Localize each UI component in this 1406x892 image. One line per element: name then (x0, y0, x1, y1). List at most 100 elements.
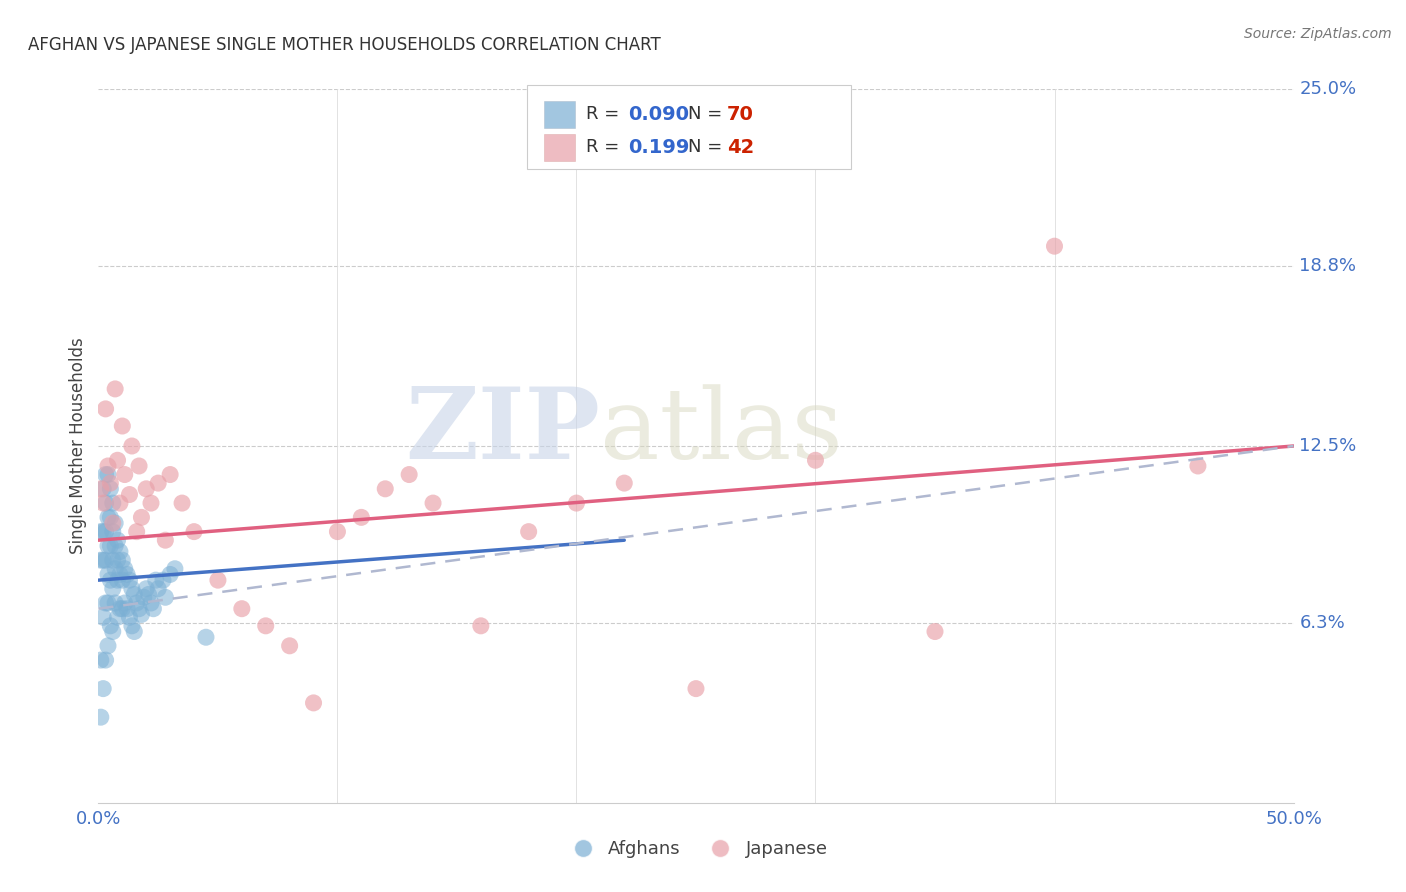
Point (121, 619, 143, 633)
Point (517, 524, 540, 539)
Point (128, 601, 150, 615)
Point (172, 496, 194, 510)
Point (125, 596, 148, 610)
Text: AFGHAN VS JAPANESE SINGLE MOTHER HOUSEHOLDS CORRELATION CHART: AFGHAN VS JAPANESE SINGLE MOTHER HOUSEHO… (28, 36, 661, 54)
Point (91, 610, 114, 624)
Point (108, 496, 131, 510)
Point (135, 582, 157, 596)
Point (108, 544, 131, 558)
Point (114, 562, 136, 576)
Point (94, 401, 117, 416)
Point (132, 591, 155, 605)
Point (139, 496, 162, 510)
Point (90, 653, 112, 667)
Text: 18.8%: 18.8% (1299, 257, 1357, 275)
Point (97, 596, 120, 610)
Point (98, 573, 122, 587)
Point (107, 553, 129, 567)
Point (207, 573, 229, 587)
Point (124, 587, 146, 601)
Point (91, 524, 114, 539)
Point (350, 510, 373, 524)
Point (231, 601, 253, 615)
Point (398, 467, 420, 482)
Point (101, 516, 124, 530)
Point (107, 610, 129, 624)
Point (804, 453, 827, 467)
Text: N =: N = (688, 138, 727, 156)
Point (94, 653, 117, 667)
Point (145, 573, 167, 587)
Point (374, 482, 396, 496)
Point (108, 567, 131, 582)
Point (94, 467, 117, 482)
Point (114, 467, 136, 482)
Point (98, 482, 122, 496)
Point (94, 596, 117, 610)
Point (97, 567, 120, 582)
Text: 0.199: 0.199 (628, 137, 690, 157)
Point (1187, 458, 1209, 473)
Point (138, 587, 160, 601)
Point (104, 382, 127, 396)
Point (924, 624, 946, 639)
Point (107, 573, 129, 587)
Point (111, 573, 134, 587)
Point (111, 553, 134, 567)
Point (90, 710, 112, 724)
Point (101, 553, 124, 567)
Point (121, 439, 143, 453)
Point (125, 524, 148, 539)
Text: 25.0%: 25.0% (1299, 80, 1357, 98)
Point (159, 467, 181, 482)
Point (613, 476, 636, 491)
Text: atlas: atlas (600, 384, 844, 480)
Point (565, 496, 588, 510)
Text: N =: N = (688, 105, 727, 123)
Point (107, 533, 129, 548)
Point (128, 458, 150, 473)
Point (148, 582, 170, 596)
Point (118, 573, 141, 587)
Point (104, 562, 127, 576)
Point (135, 482, 157, 496)
Text: R =: R = (586, 138, 631, 156)
Text: ZIP: ZIP (405, 384, 600, 480)
Point (90, 482, 112, 496)
Point (115, 567, 138, 582)
Point (1043, 239, 1066, 253)
Point (98, 476, 122, 491)
Point (131, 607, 153, 622)
Point (183, 524, 205, 539)
Point (118, 610, 141, 624)
Point (101, 496, 124, 510)
Point (91, 496, 114, 510)
Text: 6.3%: 6.3% (1299, 614, 1346, 632)
Point (114, 596, 136, 610)
Point (254, 619, 277, 633)
Point (470, 619, 492, 633)
Point (422, 496, 444, 510)
Legend: Afghans, Japanese: Afghans, Japanese (557, 833, 835, 865)
Point (148, 476, 170, 491)
Point (142, 601, 165, 615)
Point (101, 582, 124, 596)
Point (90, 524, 112, 539)
Point (139, 596, 162, 610)
Point (107, 453, 129, 467)
Y-axis label: Single Mother Households: Single Mother Households (69, 338, 87, 554)
Text: 12.5%: 12.5% (1299, 437, 1357, 455)
Point (278, 639, 301, 653)
Point (101, 524, 124, 539)
Point (91, 681, 114, 696)
Point (115, 601, 138, 615)
Point (121, 582, 143, 596)
Point (104, 539, 127, 553)
Point (98, 619, 122, 633)
Point (108, 601, 131, 615)
Point (155, 591, 177, 605)
Point (97, 467, 120, 482)
Text: Source: ZipAtlas.com: Source: ZipAtlas.com (1244, 27, 1392, 41)
Point (98, 510, 122, 524)
Point (90, 553, 112, 567)
